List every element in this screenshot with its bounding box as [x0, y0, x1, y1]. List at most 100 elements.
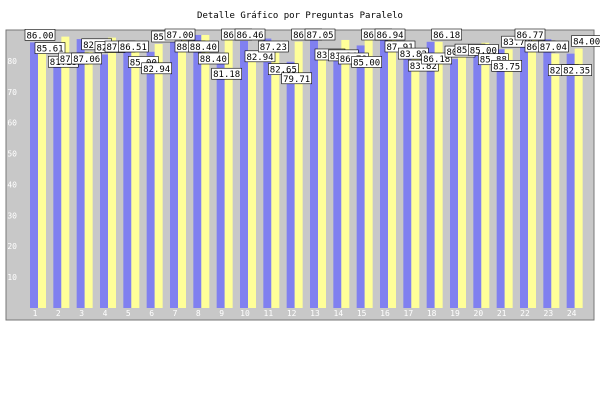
data-label: 79.71 — [283, 75, 310, 85]
x-tick-label: 12 — [287, 309, 297, 318]
bar-series-2 — [458, 45, 466, 308]
x-tick-label: 5 — [126, 309, 131, 318]
bar-series-1 — [520, 39, 528, 308]
y-tick-label: 60 — [7, 119, 17, 128]
y-tick-label: 40 — [7, 180, 17, 189]
x-tick-label: 1 — [33, 309, 38, 318]
bar-series-1 — [193, 34, 202, 308]
x-tick-label: 22 — [520, 309, 530, 318]
x-tick-label: 14 — [334, 309, 344, 318]
data-label: 82.94 — [143, 65, 170, 75]
data-label: 87.05 — [306, 31, 333, 41]
x-tick-label: 16 — [380, 309, 390, 318]
data-label-box — [571, 35, 600, 47]
x-tick-label: 8 — [196, 309, 201, 318]
data-label-box — [561, 64, 592, 76]
data-label: 87.23 — [260, 43, 287, 53]
bar-series-2 — [131, 45, 140, 308]
data-label: 85.61 — [36, 45, 63, 55]
data-labels: 86.0085.6181.1887.8687.0682.9482.0687.54… — [24, 28, 600, 85]
bar-series-2 — [411, 49, 420, 309]
bar-series-2 — [504, 49, 513, 308]
data-label-box — [211, 67, 242, 80]
bar-series-2 — [201, 34, 210, 308]
data-label-box — [24, 29, 56, 41]
bar-series-2 — [224, 39, 233, 308]
bar-series — [30, 34, 583, 309]
bar-series-2 — [481, 42, 490, 308]
data-label: 86.46 — [236, 31, 263, 41]
bar-series-2 — [248, 51, 256, 308]
bar-series-1 — [473, 45, 482, 308]
bar-series-1 — [543, 39, 552, 308]
data-label: 87.04 — [540, 43, 567, 53]
bar-series-1 — [450, 59, 458, 309]
x-tick-label: 19 — [450, 309, 460, 318]
data-label-box — [71, 52, 102, 65]
bar-series-1 — [310, 39, 318, 309]
y-tick-label: 20 — [7, 242, 17, 251]
bar-series-2 — [551, 53, 560, 308]
data-label-box — [258, 40, 289, 53]
data-label: 86.94 — [376, 31, 403, 41]
data-label: 86.51 — [120, 43, 147, 53]
data-label: 87.00 — [166, 31, 193, 41]
x-tick-label: 13 — [310, 309, 320, 318]
bar-series-1 — [333, 50, 342, 308]
bar-series-2 — [434, 41, 443, 308]
data-label-box — [118, 40, 149, 53]
data-label: 81.18 — [213, 70, 240, 80]
x-tick-label: 15 — [357, 309, 367, 318]
data-label: 88.40 — [190, 43, 217, 53]
data-label-box — [351, 56, 382, 68]
data-label-box — [538, 40, 569, 53]
data-label: 85.00 — [353, 58, 380, 68]
bar-series-1 — [566, 53, 575, 308]
x-tick-label: 23 — [544, 309, 554, 318]
bar-series-1 — [30, 42, 38, 308]
x-tick-label: 21 — [497, 309, 507, 318]
bar-series-1 — [426, 41, 435, 308]
bar-series-1 — [76, 39, 85, 309]
bar-series-2 — [84, 51, 93, 308]
x-tick-label: 11 — [264, 309, 274, 318]
data-label: 88.40 — [200, 55, 227, 65]
x-tick-label: 9 — [219, 309, 224, 318]
bar-series-1 — [53, 57, 62, 308]
data-label-box — [164, 28, 196, 41]
y-tick-label: 30 — [7, 211, 17, 220]
bar-series-2 — [61, 36, 70, 308]
data-label: 83.82 — [410, 62, 437, 72]
data-label-box — [304, 28, 336, 41]
data-label: 85.00 — [470, 46, 497, 56]
bar-series-2 — [38, 43, 46, 309]
bar-series-1 — [146, 51, 155, 308]
x-tick-label: 20 — [474, 309, 484, 318]
bar-series-1 — [380, 39, 388, 309]
data-label-box — [421, 52, 452, 65]
bar-series-2 — [271, 52, 280, 308]
data-label-box — [141, 62, 172, 75]
x-tick-label: 3 — [79, 309, 84, 318]
data-label-box — [374, 28, 406, 41]
bar-series-2 — [178, 34, 186, 308]
data-label: 86.00 — [26, 31, 53, 41]
data-label-box — [514, 28, 546, 41]
bar-series-2 — [528, 39, 536, 308]
data-label: 87.06 — [73, 55, 100, 65]
x-tick-label: 2 — [56, 309, 61, 318]
data-label-box — [198, 52, 229, 65]
x-tick-label: 24 — [567, 309, 577, 318]
bar-series-2 — [154, 43, 163, 308]
bar-series-2 — [574, 48, 583, 309]
y-axis: 10 20 30 40 50 60 70 80 — [7, 57, 17, 282]
x-tick-label: 18 — [427, 309, 437, 318]
bar-series-1 — [100, 54, 108, 309]
y-tick-label: 10 — [7, 273, 17, 282]
bar-series-1 — [240, 40, 248, 309]
chart-title: Detalle Gráfico por Preguntas Paralelo — [197, 11, 403, 21]
bar-series-2 — [318, 49, 326, 309]
bar-series-2 — [108, 37, 116, 309]
x-tick-label: 6 — [149, 309, 154, 318]
